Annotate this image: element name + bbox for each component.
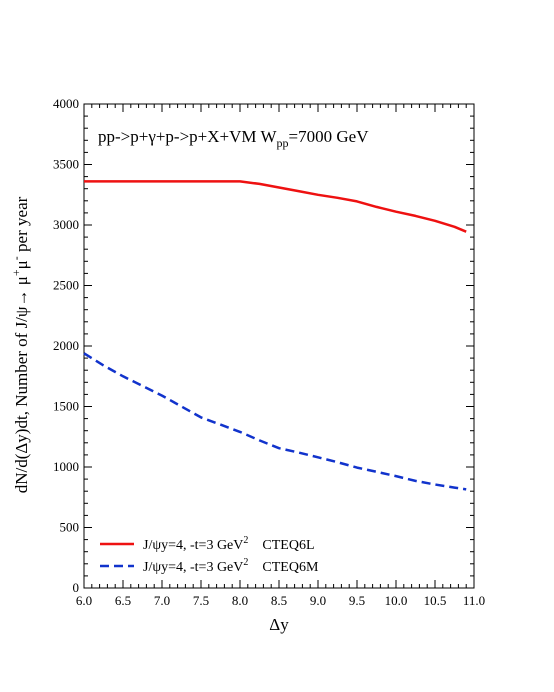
legend-cteq6m-sup: 2: [243, 557, 248, 568]
plot-frame: [83, 103, 475, 589]
legend: J/ψy=4, -t=3 GeV2 CTEQ6L J/ψy=4, -t=3 GeV…: [100, 535, 319, 575]
y-tick-label: 1000: [53, 459, 79, 474]
y-tick-labels: 0 500 1000 1500 2000 2500 3000 3500 4000: [53, 96, 79, 595]
legend-label-cteq6l: J/ψy=4, -t=3 GeV2 CTEQ6L: [143, 535, 315, 553]
axis-ticks: [83, 103, 475, 589]
x-tick-label: 7.0: [154, 593, 170, 608]
legend-label-cteq6m: J/ψy=4, -t=3 GeV2 CTEQ6M: [143, 557, 319, 575]
y-axis-title: dN/d(Δy)dt, Number of J/ψ→ μ+μ- per year: [9, 196, 31, 493]
legend-cteq6m-pdf: CTEQ6M: [262, 560, 319, 575]
x-tick-label: 10.5: [424, 593, 447, 608]
x-tick-label: 10.0: [385, 593, 408, 608]
annotation-subscript: pp: [277, 136, 289, 150]
y-tick-label: 0: [73, 580, 80, 595]
x-tick-label: 9.5: [349, 593, 365, 608]
plot-area: [83, 103, 475, 589]
x-tick-label: 9.0: [310, 593, 326, 608]
annotation-prefix: pp->p+γ+p->p+X+VM W: [98, 127, 277, 146]
series-line-cteq6l: [84, 180, 467, 233]
ylabel-prefix: dN/d(Δy)dt, Number of J/ψ→ μ: [12, 276, 31, 493]
y-tick-label: 1500: [53, 399, 79, 414]
x-tick-label: 11.0: [463, 593, 485, 608]
ylabel-sup-plus: +: [9, 269, 23, 276]
x-tick-label: 8.0: [232, 593, 248, 608]
y-tick-label: 4000: [53, 96, 79, 111]
x-tick-label: 6.0: [76, 593, 92, 608]
y-tick-label: 2500: [53, 278, 79, 293]
y-tick-label: 3000: [53, 217, 79, 232]
y-tick-label: 3500: [53, 157, 79, 172]
y-tick-label: 2000: [53, 338, 79, 353]
legend-cteq6l-sup: 2: [243, 535, 248, 546]
series-lines: [83, 180, 467, 491]
legend-cteq6l-pdf: CTEQ6L: [262, 538, 314, 553]
ylabel-suffix: per year: [12, 196, 31, 256]
x-tick-labels: 6.0 6.5 7.0 7.5 8.0 8.5 9.0 9.5 10.0 10.5 11.0: [76, 593, 485, 608]
legend-cteq6l-prefix: J/ψy=4, -t=3 GeV: [143, 538, 243, 553]
ylabel-mu: μ: [12, 260, 31, 269]
series-line-cteq6m: [83, 352, 467, 491]
annotation-suffix: =7000 GeV: [289, 127, 370, 146]
y-tick-label: 500: [60, 520, 80, 535]
ylabel-sup-minus: -: [9, 256, 23, 260]
legend-cteq6m-prefix: J/ψy=4, -t=3 GeV: [143, 560, 243, 575]
process-annotation: pp->p+γ+p->p+X+VM Wpp=7000 GeV: [98, 127, 369, 150]
x-tick-label: 8.5: [271, 593, 287, 608]
x-tick-label: 6.5: [115, 593, 131, 608]
x-axis-title: Δy: [269, 615, 289, 634]
x-tick-label: 7.5: [193, 593, 209, 608]
